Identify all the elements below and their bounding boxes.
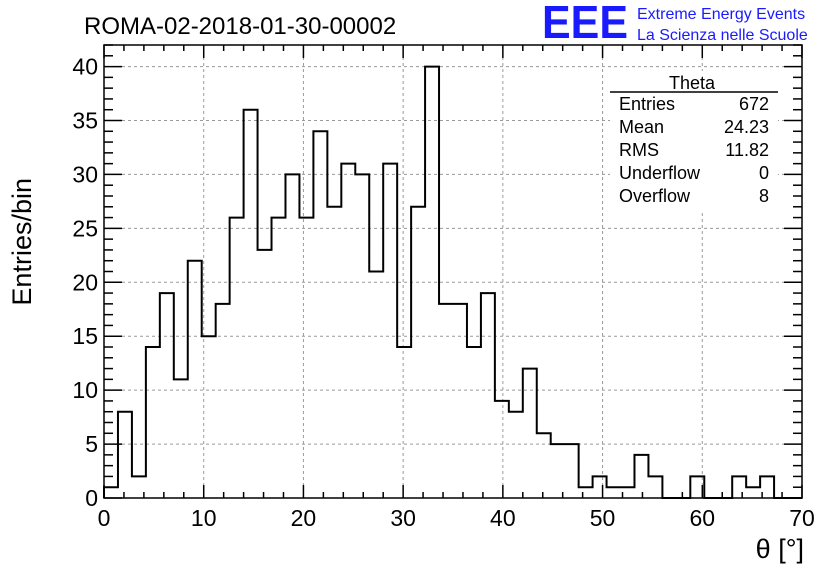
stats-box-background	[610, 71, 778, 211]
histogram-bin	[174, 379, 188, 498]
histogram-bin	[244, 110, 258, 498]
stats-row-label: Mean	[619, 117, 664, 137]
y-tick-label: 35	[72, 108, 98, 134]
histogram-bin	[202, 336, 216, 498]
histogram-bin	[579, 487, 593, 498]
histogram-bin	[439, 304, 453, 498]
histogram-bin	[272, 218, 286, 498]
stats-box: Theta Entries 672 Mean 24.23 RMS 11.82 Underfl…	[610, 71, 778, 211]
stats-row-value: 672	[739, 94, 769, 114]
histogram-bin	[397, 347, 411, 498]
x-tick-label: 60	[689, 505, 715, 531]
stats-row-label: RMS	[619, 140, 659, 160]
stats-row-label: Underflow	[619, 163, 701, 183]
histogram-bin	[369, 272, 383, 499]
histogram-bin	[258, 250, 272, 498]
y-axis-label: Entries/bin	[7, 178, 37, 306]
y-tick-label: 25	[72, 215, 98, 241]
histogram-bin	[341, 164, 355, 498]
y-tick-label: 0	[85, 485, 98, 511]
grid-lines	[104, 45, 802, 498]
chart-title: ROMA-02-2018-01-30-00002	[84, 13, 396, 40]
x-tick-label: 70	[789, 505, 815, 531]
x-tick-label: 20	[291, 505, 317, 531]
stats-row-label: Entries	[619, 94, 675, 114]
histogram-bin	[746, 487, 760, 498]
x-axis-label: θ [°]	[756, 534, 804, 564]
stats-row-value: 8	[759, 186, 769, 206]
histogram-bin	[104, 487, 118, 498]
histogram-bin	[481, 293, 495, 498]
histogram-bin	[453, 304, 467, 498]
histogram-bin	[760, 476, 774, 498]
stats-rows: Entries 672 Mean 24.23 RMS 11.82 Underflow 0 Ove…	[619, 94, 769, 206]
histogram-bin	[383, 164, 397, 498]
histogram-bin	[411, 207, 425, 498]
histogram-bin	[467, 347, 481, 498]
logo-line-1: Extreme Energy Events	[637, 6, 805, 23]
histogram-bin	[313, 131, 327, 498]
histogram-bin	[690, 476, 704, 498]
histogram-bin	[188, 261, 202, 498]
axis-ticks	[103, 44, 803, 499]
y-tick-label: 15	[72, 323, 98, 349]
histogram-bin	[648, 476, 662, 498]
histogram-bin	[495, 401, 509, 498]
x-tick-label: 40	[490, 505, 516, 531]
eee-logo: EEE Extreme Energy Events La Scienza nel…	[542, 0, 808, 48]
stats-row-value: 11.82	[725, 140, 769, 160]
y-tick-label: 20	[72, 269, 98, 295]
stats-title: Theta	[669, 73, 716, 93]
stats-row-value: 24.23	[724, 117, 769, 137]
histogram-bin	[565, 444, 579, 498]
x-tick-label: 0	[98, 505, 111, 531]
histogram-bin	[593, 476, 607, 498]
histogram-bin	[425, 67, 439, 498]
stats-row-value: 0	[759, 163, 769, 183]
logo-line-2: La Scienza nelle Scuole	[637, 27, 808, 44]
x-tick-label: 30	[390, 505, 416, 531]
x-tick-labels: 0 10 20 30 40 50 60 70	[98, 505, 815, 531]
histogram-bin	[118, 412, 132, 498]
logo-mark: EEE	[542, 0, 628, 48]
histogram-bin	[621, 487, 635, 498]
x-tick-label: 10	[191, 505, 217, 531]
histogram-step-line	[103, 65, 802, 499]
histogram-bin	[509, 412, 523, 498]
histogram-bin	[327, 207, 341, 498]
histogram-bin	[230, 218, 244, 498]
histogram-bin	[146, 347, 160, 498]
y-tick-labels: 0 5 10 15 20 25 30 35 40	[72, 54, 98, 511]
histogram-bin	[132, 476, 146, 498]
histogram-bin	[607, 487, 621, 498]
histogram-bin	[160, 293, 174, 498]
histogram-bin	[216, 304, 230, 498]
y-tick-label: 10	[72, 377, 98, 403]
y-tick-label: 40	[72, 54, 98, 80]
histogram-bin	[299, 218, 313, 498]
y-tick-label: 30	[72, 161, 98, 187]
histogram-bin	[355, 174, 369, 498]
stats-row-label: Overflow	[619, 186, 691, 206]
histogram-bin	[523, 369, 537, 498]
histogram-bin	[537, 433, 551, 498]
histogram-bin	[551, 444, 565, 498]
histogram-bin	[285, 174, 299, 498]
x-tick-label: 50	[590, 505, 616, 531]
histogram-bin	[634, 455, 648, 498]
histogram-bin	[732, 476, 746, 498]
y-tick-label: 5	[85, 431, 98, 457]
